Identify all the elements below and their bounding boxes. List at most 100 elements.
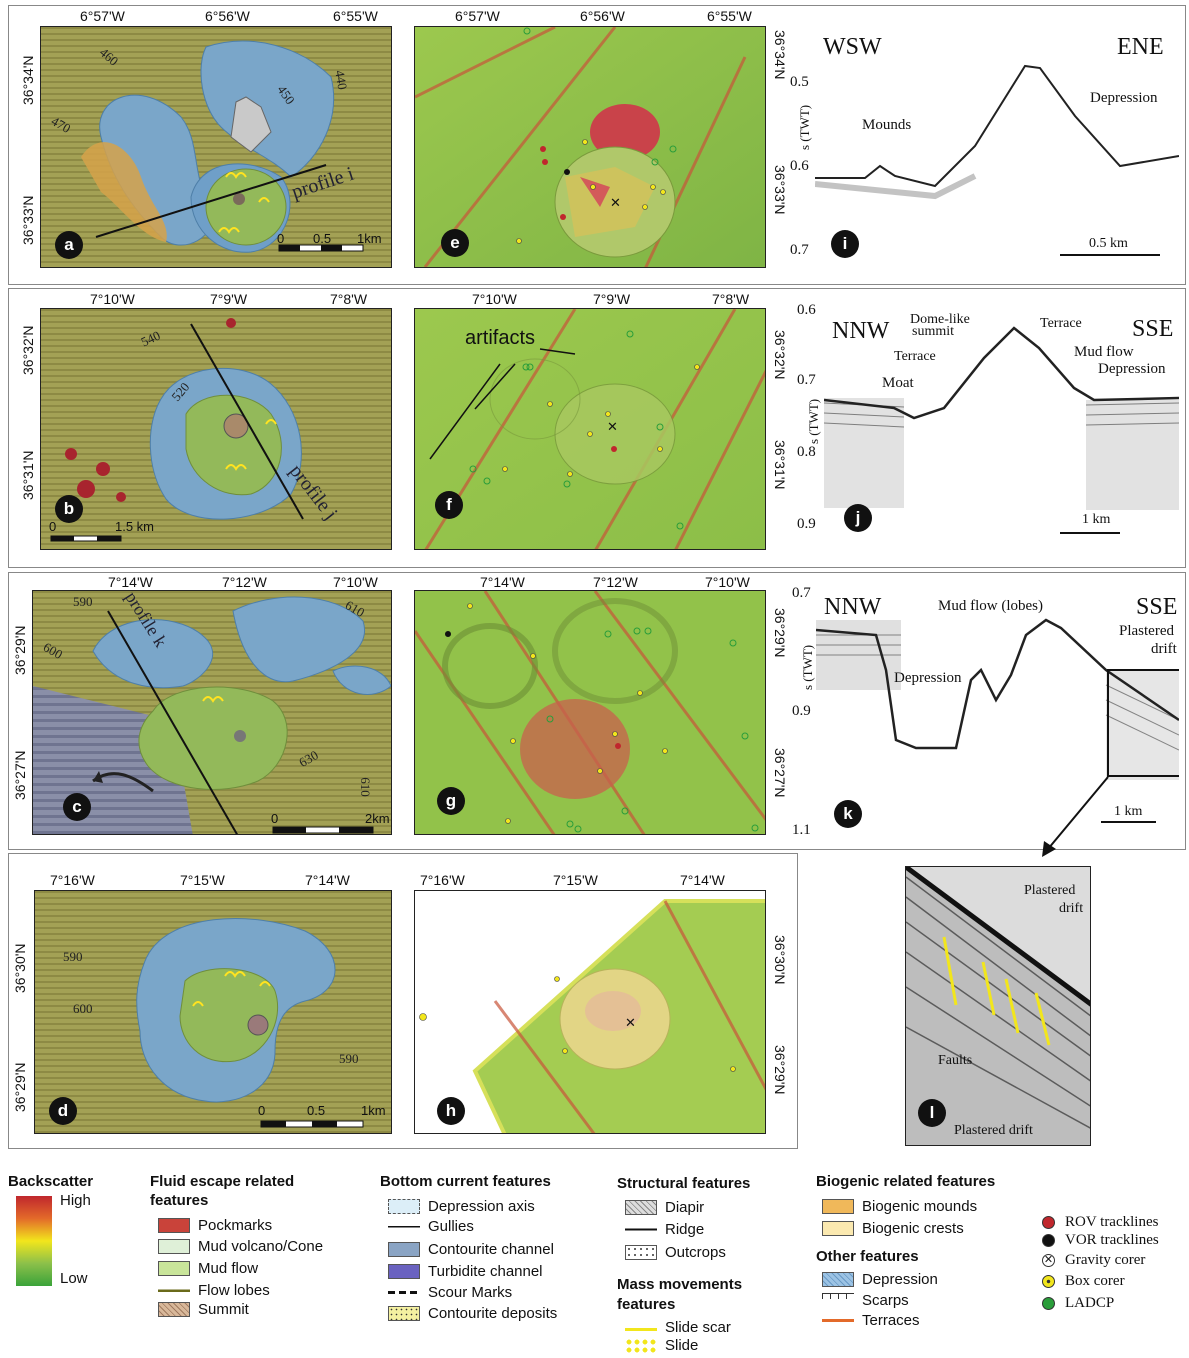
depression-label: Depression: [894, 670, 962, 686]
direction-left: WSW: [823, 34, 882, 60]
panel-label-e: e: [441, 229, 469, 257]
vor-label: VOR tracklines: [1065, 1232, 1159, 1248]
gravity-corer-label: Gravity corer: [1065, 1252, 1146, 1268]
artifacts-label: artifacts: [465, 327, 536, 349]
summit-label: Summit: [198, 1301, 249, 1318]
map-e-graphic: ✕: [415, 27, 765, 267]
slide-scar-label: Slide scar: [665, 1319, 731, 1336]
depression-swatch: [822, 1272, 854, 1287]
terraces-label: Terraces: [862, 1312, 920, 1329]
lon-tick: 6°57'W: [80, 8, 125, 24]
legend-contourite-deposits: Contourite deposits: [388, 1305, 557, 1322]
lat-tick: 36°29'N: [772, 1045, 788, 1095]
scale-end: 1.5 km: [115, 519, 155, 534]
legend-vor: VOR tracklines: [1042, 1232, 1159, 1249]
lon-tick: 6°56'W: [580, 8, 625, 24]
svg-text:✕: ✕: [607, 420, 618, 435]
panel-label-f: f: [435, 491, 463, 519]
depression-label: Depression: [1090, 90, 1158, 106]
lon-tick: 7°14'W: [108, 574, 153, 590]
lat-tick: 36°31'N: [20, 450, 36, 500]
turbidite-channel-label: Turbidite channel: [428, 1263, 543, 1280]
drift-top-label: drift: [1059, 901, 1084, 916]
lon-tick: 7°10'W: [90, 291, 135, 307]
panel-label-a: a: [55, 231, 83, 259]
summit-swatch: [158, 1302, 190, 1317]
lon-tick: 7°15'W: [553, 872, 598, 888]
scale-end: 1km: [357, 231, 382, 246]
faults-label: Faults: [938, 1053, 973, 1068]
direction-left: NNW: [824, 594, 882, 620]
dome-label: Dome-like: [910, 312, 970, 327]
map-b: 540 520 profile j 0 1.5 km b: [40, 308, 392, 550]
legend-contourite-channel: Contourite channel: [388, 1241, 554, 1258]
map-f-graphic: ✕: [415, 309, 765, 549]
scale-label: 1 km: [1114, 804, 1143, 819]
turbidite-channel-swatch: [388, 1264, 420, 1279]
box-corer-label: Box corer: [1065, 1273, 1125, 1289]
legend-bottom-title: Bottom current features: [380, 1173, 551, 1190]
legend-backscatter-title: Backscatter: [8, 1173, 94, 1190]
ladcp-dot-icon: [1042, 1297, 1055, 1310]
lon-tick: 7°14'W: [680, 872, 725, 888]
lat-tick: 36°30'N: [772, 935, 788, 985]
flow-lobes-swatch: [158, 1283, 190, 1298]
diapir-swatch: [625, 1200, 657, 1215]
legend-gullies: Gullies: [388, 1218, 474, 1235]
scale-end: 2km: [365, 811, 390, 826]
legend-summit: Summit: [158, 1301, 249, 1318]
legend-gravity-corer: ✕ Gravity corer: [1042, 1252, 1145, 1269]
lon-tick: 6°55'W: [333, 8, 378, 24]
axis-tick: 0.7: [790, 242, 809, 258]
direction-right: SSE: [1132, 316, 1174, 342]
lat-tick: 36°33'N: [772, 165, 788, 215]
legend-other-title: Other features: [816, 1248, 919, 1265]
plastered-label: Plastered: [1119, 623, 1174, 639]
contour-label: 590: [339, 1051, 359, 1066]
axis-tick: 0.6: [797, 302, 816, 318]
mud-flow-swatch: [158, 1261, 190, 1276]
depression-axis-swatch: [388, 1199, 420, 1214]
contourite-deposits-swatch: [388, 1306, 420, 1321]
slide-swatch: [625, 1338, 657, 1353]
scale-mid: 0.5: [313, 231, 332, 246]
lat-tick: 36°33'N: [20, 195, 36, 245]
legend-scour-marks: Scour Marks: [388, 1284, 512, 1301]
legend-turbidite-channel: Turbidite channel: [388, 1263, 543, 1280]
legend-diapir: Diapir: [625, 1199, 704, 1216]
lon-tick: 7°10'W: [333, 574, 378, 590]
ladcp-label: LADCP: [1065, 1295, 1115, 1311]
lon-tick: 7°14'W: [480, 574, 525, 590]
axis-tick: 1.1: [792, 822, 811, 838]
ridge-swatch: [625, 1222, 657, 1237]
scour-marks-label: Scour Marks: [428, 1284, 513, 1301]
legend-depression-axis: Depression axis: [388, 1198, 535, 1215]
gullies-swatch: [388, 1219, 420, 1234]
scarps-swatch: [822, 1293, 854, 1308]
lon-tick: 7°8'W: [712, 291, 750, 307]
panel-label-d: d: [49, 1097, 77, 1125]
legend-rov: ROV tracklines: [1042, 1214, 1158, 1231]
lon-tick: 7°9'W: [593, 291, 631, 307]
rov-dot-icon: [1042, 1216, 1055, 1229]
map-d-graphic: [35, 891, 391, 1133]
rov-label: ROV tracklines: [1065, 1214, 1159, 1230]
seismic-l-graphic: [906, 867, 1090, 1145]
seismic-i-graphic: [815, 64, 1179, 256]
legend-fluid-title-2: features: [150, 1192, 209, 1209]
direction-right: ENE: [1117, 34, 1164, 60]
plastered-bottom-label: Plastered drift: [954, 1123, 1033, 1138]
contour-label: 590: [73, 594, 93, 609]
lat-tick: 36°34'N: [20, 55, 36, 105]
moat-label: Moat: [882, 375, 914, 391]
plastered-top-label: Plastered: [1024, 883, 1076, 898]
panel-label-l: l: [918, 1099, 946, 1127]
mudflow-label: Mud flow: [1074, 344, 1134, 360]
legend-depression: Depression: [822, 1271, 938, 1288]
seismic-j: NNW SSE Dome-like summit Terrace Terrace…: [824, 308, 1179, 550]
axis-tick: 0.7: [792, 585, 811, 601]
legend-slide: Slide: [625, 1337, 698, 1354]
legend-mass-title-2: features: [617, 1296, 676, 1313]
lat-tick: 36°34'N: [772, 30, 788, 80]
contour-label: 590: [63, 949, 83, 964]
